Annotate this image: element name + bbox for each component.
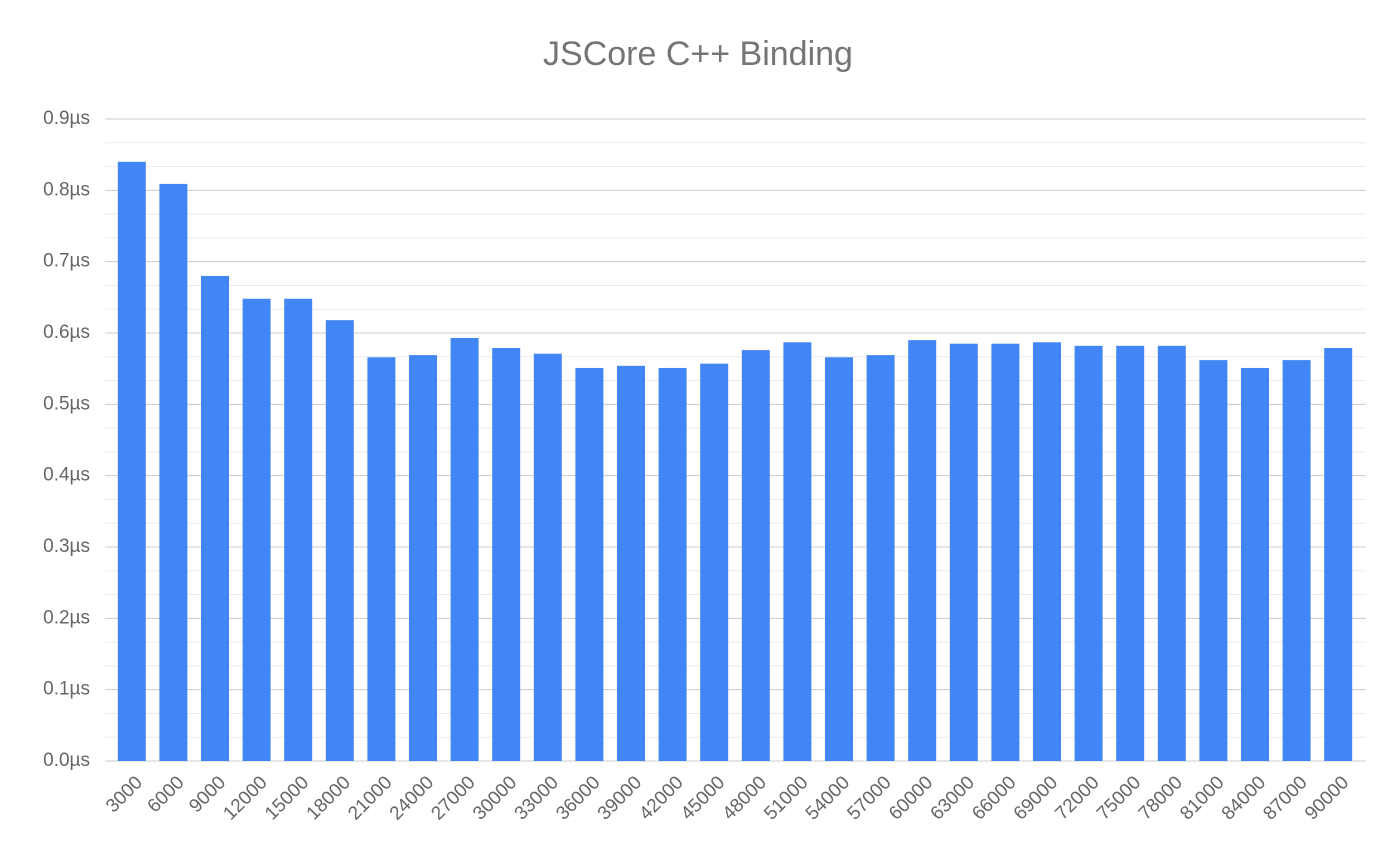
bar [783,342,812,761]
x-tick-label: 84000 [1218,772,1270,824]
x-tick-label: 60000 [885,772,937,824]
y-tick-label: 0.1µs [43,679,90,700]
y-tick-label: 0.7µs [43,251,90,272]
x-tick-label: 21000 [344,772,396,824]
x-tick-label: 27000 [427,772,479,824]
x-tick-label: 12000 [219,772,271,824]
bar [825,357,853,761]
bar [658,367,687,761]
bar [1241,367,1269,761]
x-tick-label: 42000 [635,772,687,824]
bar [1033,342,1061,761]
x-tick-label: 54000 [802,772,854,824]
bar [367,357,396,761]
x-tick-label: 39000 [594,772,646,824]
x-tick-label: 18000 [303,772,355,824]
bar [1116,345,1145,761]
bar [949,343,978,761]
x-tick-label: 78000 [1135,772,1187,824]
x-tick-label: 90000 [1301,772,1353,824]
x-tick-label: 51000 [760,772,812,824]
bar [1282,360,1311,761]
x-tick-label: 57000 [843,772,895,824]
bar [201,275,229,761]
bar [284,298,313,761]
x-tick-label: 3000 [102,772,147,817]
x-tick-label: 24000 [386,772,438,824]
x-tick-label: 63000 [927,772,979,824]
x-tick-label: 15000 [261,772,313,824]
x-tick-label: 72000 [1051,772,1103,824]
bar [409,355,437,761]
y-tick-label: 0.4µs [43,465,90,486]
bar [700,363,729,761]
chart-title: JSCore C++ Binding [543,35,853,73]
x-tick-label: 81000 [1176,772,1228,824]
bar [1199,360,1228,761]
bar [450,337,479,761]
y-tick-label: 0.5µs [43,393,90,414]
y-tick-label: 0.0µs [43,750,90,771]
bar [866,355,895,761]
x-tick-label: 48000 [719,772,771,824]
bar [533,353,562,761]
bar [575,367,604,761]
y-tick-label: 0.3µs [43,536,90,557]
bar [1324,347,1353,761]
x-tick-label: 87000 [1259,772,1311,824]
bar [741,350,770,761]
x-tick-label: 45000 [677,772,729,824]
y-tick-label: 0.8µs [43,179,90,200]
y-tick-label: 0.6µs [43,322,90,343]
bar [991,343,1020,761]
bar [1074,345,1103,761]
x-tick-label: 75000 [1093,772,1145,824]
bar [159,183,188,761]
x-tick-label: 69000 [1010,772,1062,824]
x-tick-label: 33000 [511,772,563,824]
bar [492,347,521,761]
x-tick-label: 36000 [552,772,604,824]
bar [908,340,937,761]
x-tick-label: 6000 [144,772,189,817]
x-tick-label: 66000 [968,772,1020,824]
bar [1157,345,1186,761]
bar [325,320,354,761]
bar [242,298,271,761]
bar [117,161,146,762]
bar [617,365,645,761]
y-tick-label: 0.2µs [43,607,90,628]
x-tick-label: 30000 [469,772,521,824]
y-tick-label: 0.9µs [43,108,90,129]
